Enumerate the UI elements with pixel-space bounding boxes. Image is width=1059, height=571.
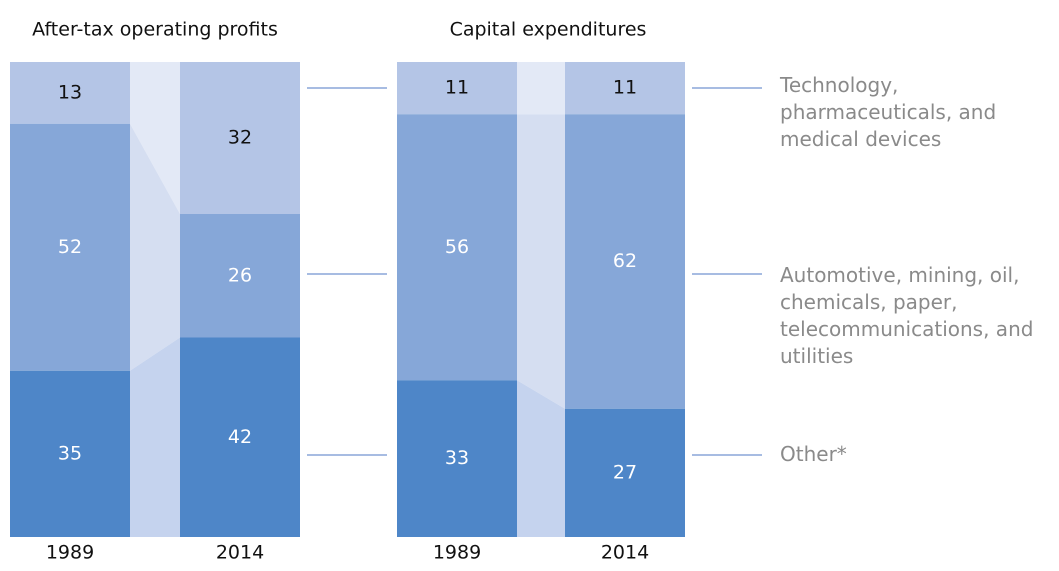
connector (517, 62, 565, 115)
bar-segment (397, 62, 517, 115)
connector (130, 62, 180, 214)
data-label: 27 (613, 461, 637, 483)
bar-segment (10, 62, 130, 124)
bar-segment (180, 214, 300, 338)
x-tick-label: 2014 (601, 542, 649, 564)
data-label: 35 (58, 442, 82, 464)
bar-segment (180, 337, 300, 537)
bar-segment (10, 123, 130, 371)
chart-title: After-tax operating profits (32, 19, 278, 41)
bar-segment (397, 380, 517, 537)
data-label: 62 (613, 250, 637, 272)
data-label: 11 (445, 77, 469, 99)
connector (130, 337, 180, 537)
data-label: 52 (58, 236, 82, 258)
legend-label: Other* (780, 442, 847, 466)
connector (130, 123, 180, 371)
data-label: 32 (228, 127, 252, 149)
x-tick-label: 1989 (46, 542, 94, 564)
bar-segment (180, 62, 300, 214)
data-label: 26 (228, 264, 252, 286)
connector (517, 114, 565, 409)
x-tick-label: 2014 (216, 542, 264, 564)
bar-segment (397, 114, 517, 381)
x-tick-label: 1989 (433, 542, 481, 564)
bar-segment (565, 408, 685, 537)
data-label: 11 (613, 77, 637, 99)
bar-segment (10, 370, 130, 537)
bar-segment (565, 62, 685, 115)
connector (517, 380, 565, 537)
data-label: 56 (445, 236, 469, 258)
data-label: 13 (58, 81, 82, 103)
legend-label: Technology, pharmaceuticals, and medical… (780, 73, 997, 151)
data-label: 33 (445, 447, 469, 469)
bar-segment (565, 114, 685, 409)
legend-label: Automotive, mining, oil, chemicals, pape… (780, 263, 1034, 368)
chart-title: Capital expenditures (450, 19, 647, 41)
data-label: 42 (228, 426, 252, 448)
legend-lines (307, 87, 762, 456)
